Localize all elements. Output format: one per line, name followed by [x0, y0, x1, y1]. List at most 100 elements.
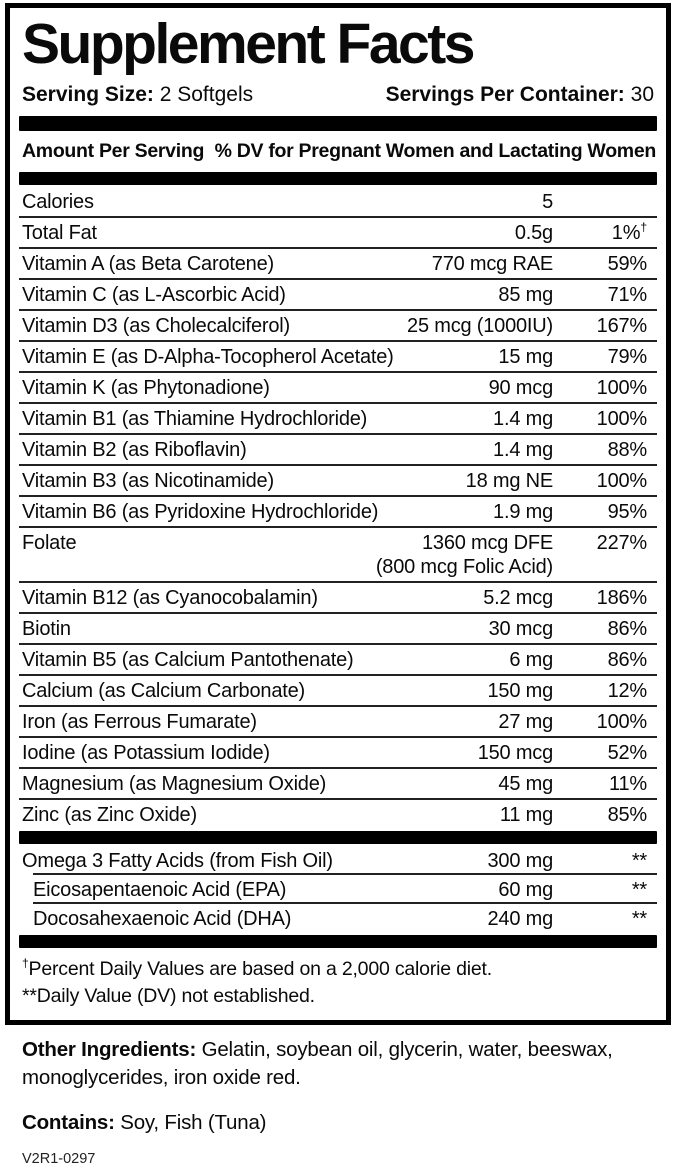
nutrient-daily-value: 52% [607, 741, 648, 764]
nutrient-name: Vitamin C (as L-Ascorbic Acid) [22, 283, 286, 306]
table-row: Biotin 30 mcg 86% [19, 614, 657, 645]
thick-divider-bar [19, 934, 657, 948]
table-row: Vitamin B12 (as Cyanocobalamin) 5.2 mcg 18… [19, 583, 657, 614]
nutrient-amount: 27 mg [498, 710, 553, 733]
nutrient-name: Eicosapentaenoic Acid (EPA) [33, 878, 287, 901]
below-panel-text: Other Ingredients: Gelatin, soybean oil,… [22, 1036, 647, 1173]
nutrient-daily-value: 79% [607, 345, 648, 368]
nutrient-name: Vitamin E (as D-Alpha-Tocopherol Acetate… [22, 345, 394, 368]
nutrient-name: Vitamin B3 (as Nicotinamide) [22, 469, 274, 492]
nutrient-amount: 1360 mcg DFE (800 mcg Folic Acid) [375, 531, 553, 578]
nutrient-amount: 90 mcg [488, 376, 554, 399]
nutrient-name: Omega 3 Fatty Acids (from Fish Oil) [22, 849, 333, 872]
amount-per-serving-header: Amount Per Serving [22, 139, 205, 162]
supplement-facts-panel: Supplement Facts Serving Size: 2 Softgel… [5, 3, 671, 1025]
nutrient-daily-value: 85% [607, 803, 648, 826]
thick-divider-bar [19, 115, 657, 131]
nutrient-name: Vitamin B6 (as Pyridoxine Hydrochloride) [22, 500, 379, 523]
table-row: Vitamin B5 (as Calcium Pantothenate) 6 mg… [19, 645, 657, 676]
nutrient-name: Calcium (as Calcium Carbonate) [22, 679, 305, 702]
nutrient-amount: 5.2 mcg [483, 586, 553, 609]
table-row: Vitamin E (as D-Alpha-Tocopherol Acetate… [19, 342, 657, 373]
table-row: Vitamin A (as Beta Carotene) 770 mcg RAE 5… [19, 249, 657, 280]
nutrient-daily-value: 12% [607, 679, 648, 702]
nutrient-amount: 150 mcg [477, 741, 554, 764]
table-row: Vitamin C (as L-Ascorbic Acid) 85 mg 71% [19, 280, 657, 311]
nutrient-name: Total Fat [22, 221, 97, 244]
table-row: Magnesium (as Magnesium Oxide) 45 mg 11% [19, 769, 657, 800]
serving-size: Serving Size: 2 Softgels [22, 83, 253, 107]
table-row: Vitamin K (as Phytonadione) 90 mcg 100% [19, 373, 657, 404]
nutrient-name: Vitamin A (as Beta Carotene) [22, 252, 274, 275]
nutrient-name: Iron (as Ferrous Fumarate) [22, 710, 257, 733]
nutrient-daily-value: ** [631, 878, 647, 901]
table-row: Vitamin B3 (as Nicotinamide) 18 mg NE 100% [19, 466, 657, 497]
nutrient-amount: 0.5g [514, 221, 553, 244]
nutrient-daily-value: 86% [607, 617, 648, 640]
nutrient-daily-value: 95% [607, 500, 648, 523]
nutrient-amount: 11 mg [499, 803, 553, 826]
nutrient-daily-value: 1%† [611, 220, 647, 244]
nutrient-amount: 770 mcg RAE [431, 252, 553, 275]
nutrient-name: Folate [22, 531, 77, 554]
nutrient-name: Calories [22, 190, 94, 213]
table-row: Folate 1360 mcg DFE (800 mcg Folic Acid) 22… [19, 528, 657, 583]
nutrient-amount: 25 mcg (1000IU) [407, 314, 553, 337]
nutrient-daily-value: 100% [596, 376, 648, 399]
other-ingredients: Other Ingredients: Gelatin, soybean oil,… [22, 1036, 622, 1092]
table-row: Docosahexaenoic Acid (DHA) 240 mg ** [19, 904, 657, 933]
nutrient-amount: 240 mg [487, 907, 553, 930]
table-row: Iodine (as Potassium Iodide) 150 mcg 52% [19, 738, 657, 769]
nutrient-daily-value: 86% [607, 648, 648, 671]
nutrient-amount-secondary: (800 mcg Folic Acid) [375, 555, 553, 578]
footnote-daily-values: †Percent Daily Values are based on a 2,0… [22, 956, 492, 980]
serving-info-row: Serving Size: 2 Softgels Servings Per Co… [22, 83, 654, 107]
column-header-row: Amount Per Serving % DV for Pregnant Wom… [19, 133, 657, 170]
nutrient-daily-value: 88% [607, 438, 648, 461]
table-row: Iron (as Ferrous Fumarate) 27 mg 100% [19, 707, 657, 738]
table-row: Calcium (as Calcium Carbonate) 150 mg 12% [19, 676, 657, 707]
nutrient-name: Vitamin K (as Phytonadione) [22, 376, 270, 399]
nutrient-amount: 60 mg [498, 878, 553, 901]
nutrient-amount: 6 mg [509, 648, 553, 671]
footnotes: †Percent Daily Values are based on a 2,0… [19, 950, 657, 1014]
table-row: Eicosapentaenoic Acid (EPA) 60 mg ** [19, 875, 657, 904]
nutrient-daily-value: 186% [596, 586, 648, 609]
nutrient-daily-value: 227% [596, 531, 648, 554]
table-row: Vitamin D3 (as Cholecalciferol) 25 mcg (1… [19, 311, 657, 342]
nutrient-daily-value: ** [631, 907, 647, 930]
nutrient-name: Iodine (as Potassium Iodide) [22, 741, 270, 764]
table-row: Vitamin B2 (as Riboflavin) 1.4 mg 88% [19, 435, 657, 466]
nutrient-daily-value: 100% [596, 407, 648, 430]
nutrient-daily-value: 167% [596, 314, 648, 337]
serving-size-value: 2 Softgels [159, 82, 254, 106]
nutrient-daily-value: ** [631, 849, 647, 872]
nutrient-table-main: Calories 5 Total Fat 0.5g 1%† Vitamin A (as B… [19, 187, 657, 829]
nutrient-name: Vitamin D3 (as Cholecalciferol) [22, 314, 290, 337]
servings-per-container: Servings Per Container: 30 [386, 83, 654, 107]
other-ingredients-label: Other Ingredients: [22, 1038, 197, 1061]
nutrient-amount: 30 mcg [488, 617, 554, 640]
footnote-dv-not-established: **Daily Value (DV) not established. [22, 984, 315, 1007]
dagger-symbol: † [22, 956, 29, 971]
panel-title: Supplement Facts [22, 12, 475, 76]
table-row: Total Fat 0.5g 1%† [19, 218, 657, 249]
nutrient-name: Vitamin B12 (as Cyanocobalamin) [22, 586, 318, 609]
nutrient-daily-value: 100% [596, 469, 648, 492]
nutrient-name: Biotin [22, 617, 71, 640]
nutrient-name: Vitamin B5 (as Calcium Pantothenate) [22, 648, 354, 671]
nutrient-amount: 85 mg [498, 283, 553, 306]
contains-label: Contains: [22, 1111, 115, 1134]
dagger-symbol: † [640, 220, 647, 235]
nutrient-name: Vitamin B1 (as Thiamine Hydrochloride) [22, 407, 368, 430]
servings-per-container-label: Servings Per Container: [385, 82, 625, 106]
nutrient-name: Zinc (as Zinc Oxide) [22, 803, 197, 826]
nutrient-name: Magnesium (as Magnesium Oxide) [22, 772, 327, 795]
nutrient-amount: 1.4 mg [493, 438, 553, 461]
table-row: Omega 3 Fatty Acids (from Fish Oil) 300 m… [19, 846, 657, 875]
nutrient-amount: 18 mg NE [465, 469, 554, 492]
nutrient-name: Docosahexaenoic Acid (DHA) [33, 907, 292, 930]
contains-statement: Contains: Soy, Fish (Tuna) [22, 1109, 647, 1137]
nutrient-daily-value: 100% [596, 710, 648, 733]
serving-size-label: Serving Size: [22, 82, 154, 106]
